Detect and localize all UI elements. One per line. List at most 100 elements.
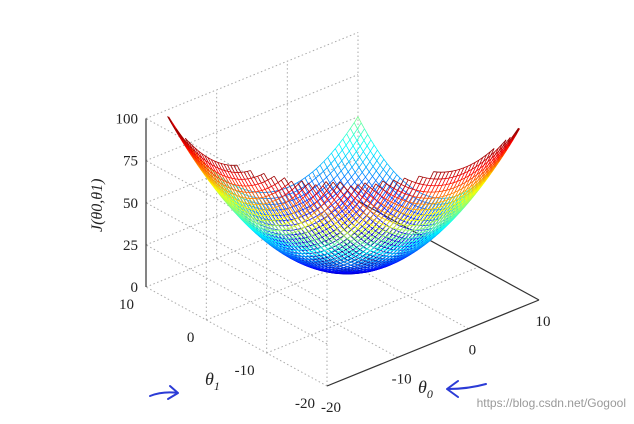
surface-mesh-segment: [299, 242, 303, 248]
surface-mesh-segment: [444, 199, 449, 206]
surface-mesh-segment: [396, 174, 401, 179]
surface-mesh-segment: [411, 220, 416, 226]
surface-mesh-segment: [338, 256, 344, 259]
surface-mesh-segment: [279, 238, 284, 244]
surface-mesh-segment: [318, 232, 323, 238]
surface-mesh-segment: [367, 237, 372, 241]
surface-mesh-segment: [211, 169, 217, 177]
surface-mesh-segment: [342, 138, 347, 146]
surface-mesh-segment: [400, 218, 404, 220]
surface-mesh-segment: [167, 116, 172, 123]
surface-mesh-segment: [414, 209, 419, 216]
surface-mesh-segment: [454, 190, 459, 197]
surface-mesh-segment: [320, 247, 325, 252]
surface-mesh-segment: [337, 160, 343, 166]
surface-mesh-segment: [468, 169, 473, 177]
surface-mesh-segment: [291, 213, 296, 220]
surface-mesh-segment: [341, 249, 347, 253]
surface-mesh-segment: [330, 163, 335, 170]
surface-mesh-segment: [376, 234, 380, 239]
surface-mesh-segment: [333, 224, 338, 229]
surface-mesh-segment: [387, 241, 392, 243]
surface-mesh-segment: [365, 166, 370, 173]
surface-mesh-segment: [351, 243, 356, 248]
surface-mesh-segment: [247, 212, 253, 219]
surface-mesh-segment: [466, 186, 471, 193]
surface-mesh-segment: [377, 247, 382, 250]
surface-mesh-segment: [357, 181, 363, 187]
surface-mesh-segment: [346, 256, 351, 259]
surface-mesh-segment: [436, 201, 441, 204]
surface-mesh-segment: [413, 213, 419, 219]
surface-mesh-segment: [371, 230, 376, 235]
surface-mesh-segment: [383, 235, 388, 238]
surface-mesh-segment: [320, 240, 324, 243]
surface-mesh-segment: [359, 156, 364, 163]
surface-mesh-segment: [334, 253, 339, 256]
surface-mesh-segment: [277, 218, 281, 221]
surface-mesh-segment: [337, 228, 341, 233]
surface-mesh-segment: [395, 242, 400, 247]
surface-mesh-segment: [337, 246, 343, 251]
surface-mesh-segment: [424, 226, 429, 232]
surface-mesh-segment: [327, 246, 332, 250]
surface-mesh-segment: [341, 155, 346, 162]
surface-mesh-segment: [336, 263, 341, 266]
surface-mesh-segment: [354, 234, 359, 239]
surface-mesh-segment: [355, 243, 360, 247]
surface-mesh-segment: [408, 201, 413, 205]
surface-mesh-segment: [288, 227, 292, 229]
surface-mesh-segment: [380, 246, 385, 251]
surface-mesh-segment: [306, 200, 311, 206]
surface-mesh-segment: [365, 258, 370, 262]
surface-mesh-segment: [452, 169, 457, 172]
surface-mesh-segment: [205, 164, 210, 172]
surface-mesh-segment: [390, 232, 395, 235]
surface-mesh-segment: [289, 184, 294, 187]
surface-mesh-segment: [315, 174, 320, 179]
surface-mesh-segment: [382, 230, 387, 233]
surface-mesh-segment: [427, 191, 432, 199]
surface-mesh-segment: [332, 184, 338, 189]
surface-mesh-segment: [494, 147, 499, 155]
surface-mesh-segment: [379, 230, 384, 235]
surface-mesh-segment: [348, 219, 353, 224]
surface-mesh-segment: [312, 256, 316, 260]
surface-mesh-segment: [316, 164, 321, 169]
surface-mesh-segment: [283, 217, 289, 223]
surface-mesh-segment: [432, 202, 437, 205]
surface-mesh-segment: [472, 166, 477, 174]
y-axis-line: [357, 200, 540, 301]
surface-mesh-segment: [294, 224, 299, 227]
surface-mesh-segment: [381, 182, 387, 189]
surface-mesh-segment: [344, 244, 349, 248]
surface-mesh-segment: [351, 166, 356, 173]
surface-mesh-segment: [266, 235, 271, 241]
surface-mesh-segment: [377, 149, 381, 156]
surface-mesh-segment: [357, 116, 362, 124]
surface-mesh-segment: [338, 251, 343, 255]
surface-mesh-segment: [382, 253, 386, 257]
surface-mesh-segment: [375, 170, 380, 176]
surface-mesh-segment: [369, 245, 374, 248]
surface-mesh-segment: [405, 230, 410, 235]
surface-mesh-segment: [362, 253, 367, 257]
surface-mesh-segment: [361, 236, 366, 240]
surface-mesh-segment: [418, 238, 423, 243]
surface-mesh-segment: [400, 248, 405, 253]
surface-mesh-segment: [330, 238, 334, 242]
surface-mesh-segment: [333, 262, 338, 266]
surface-mesh-segment: [371, 258, 376, 262]
surface-mesh-segment: [354, 177, 359, 183]
surface-mesh-segment: [367, 257, 372, 259]
surface-mesh-segment: [329, 182, 334, 189]
surface-mesh-segment: [389, 253, 394, 257]
surface-mesh-segment: [445, 210, 450, 216]
surface-mesh-segment: [398, 197, 403, 204]
surface-mesh-segment: [486, 151, 491, 159]
surface-mesh-segment: [341, 241, 345, 246]
surface-mesh-segment: [250, 213, 256, 220]
surface-mesh-segment: [345, 203, 351, 208]
surface-mesh-segment: [316, 242, 321, 245]
surface-mesh-segment: [334, 246, 339, 250]
